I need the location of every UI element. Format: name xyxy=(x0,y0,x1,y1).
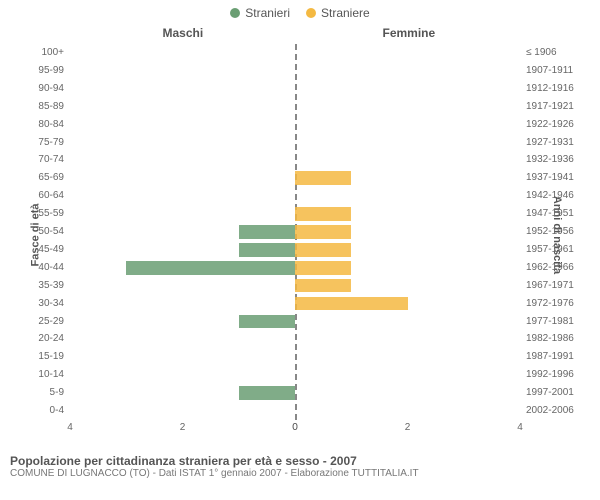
age-row: 65-691937-1941 xyxy=(70,169,520,187)
age-label: 5-9 xyxy=(50,384,70,402)
birth-label: 1957-1961 xyxy=(520,241,574,259)
age-row: 40-441962-1966 xyxy=(70,259,520,277)
age-row: 100+≤ 1906 xyxy=(70,44,520,62)
bar-female xyxy=(295,225,351,239)
birth-label: 1982-1986 xyxy=(520,330,574,348)
legend-item-male: Stranieri xyxy=(230,6,290,20)
chart-subtitle: COMUNE DI LUGNACCO (TO) - Dati ISTAT 1° … xyxy=(10,468,590,479)
age-label: 35-39 xyxy=(38,277,70,295)
birth-label: 1997-2001 xyxy=(520,384,574,402)
age-row: 10-141992-1996 xyxy=(70,366,520,384)
age-label: 60-64 xyxy=(38,187,70,205)
age-label: 100+ xyxy=(41,44,70,62)
age-label: 45-49 xyxy=(38,241,70,259)
age-row: 0-42002-2006 xyxy=(70,402,520,420)
bar-male xyxy=(239,225,295,239)
birth-label: 1937-1941 xyxy=(520,169,574,187)
bar-male xyxy=(239,315,295,329)
x-axis: 420024 xyxy=(70,422,520,436)
age-label: 15-19 xyxy=(38,348,70,366)
bar-male xyxy=(126,261,295,275)
age-row: 30-341972-1976 xyxy=(70,295,520,313)
age-label: 75-79 xyxy=(38,134,70,152)
age-row: 20-241982-1986 xyxy=(70,330,520,348)
birth-label: 1987-1991 xyxy=(520,348,574,366)
birth-label: 1947-1951 xyxy=(520,205,574,223)
age-row: 80-841922-1926 xyxy=(70,116,520,134)
birth-label: 1932-1936 xyxy=(520,151,574,169)
birth-label: 1972-1976 xyxy=(520,295,574,313)
age-row: 75-791927-1931 xyxy=(70,134,520,152)
birth-label: 1907-1911 xyxy=(520,62,573,80)
age-label: 0-4 xyxy=(50,402,70,420)
bar-female xyxy=(295,297,408,311)
bar-female xyxy=(295,207,351,221)
bar-female xyxy=(295,243,351,257)
birth-label: 1917-1921 xyxy=(520,98,574,116)
plot-area: 100+≤ 190695-991907-191190-941912-191685… xyxy=(70,44,520,420)
x-tick: 4 xyxy=(517,422,523,433)
bar-male xyxy=(239,386,295,400)
birth-label: 1977-1981 xyxy=(520,313,574,331)
age-row: 5-91997-2001 xyxy=(70,384,520,402)
age-row: 85-891917-1921 xyxy=(70,98,520,116)
birth-label: 1942-1946 xyxy=(520,187,574,205)
age-label: 50-54 xyxy=(38,223,70,241)
x-tick: 0 xyxy=(292,422,298,433)
age-row: 95-991907-1911 xyxy=(70,62,520,80)
age-label: 80-84 xyxy=(38,116,70,134)
legend: Stranieri Straniere xyxy=(0,0,600,20)
legend-swatch-male xyxy=(230,8,240,18)
age-label: 90-94 xyxy=(38,80,70,98)
birth-label: 1962-1966 xyxy=(520,259,574,277)
age-row: 90-941912-1916 xyxy=(70,80,520,98)
legend-label-male: Stranieri xyxy=(245,6,290,20)
age-label: 10-14 xyxy=(38,366,70,384)
age-label: 95-99 xyxy=(38,62,70,80)
age-row: 70-741932-1936 xyxy=(70,151,520,169)
birth-label: 1912-1916 xyxy=(520,80,574,98)
x-tick: 2 xyxy=(180,422,186,433)
x-tick: 4 xyxy=(67,422,73,433)
birth-label: ≤ 1906 xyxy=(520,44,557,62)
age-label: 25-29 xyxy=(38,313,70,331)
age-label: 65-69 xyxy=(38,169,70,187)
column-title-male: Maschi xyxy=(163,26,204,40)
age-label: 30-34 xyxy=(38,295,70,313)
bar-female xyxy=(295,261,351,275)
legend-swatch-female xyxy=(306,8,316,18)
age-label: 20-24 xyxy=(38,330,70,348)
legend-item-female: Straniere xyxy=(306,6,370,20)
birth-label: 1967-1971 xyxy=(520,277,574,295)
bar-female xyxy=(295,171,351,185)
birth-label: 1952-1956 xyxy=(520,223,574,241)
birth-label: 1922-1926 xyxy=(520,116,574,134)
bar-male xyxy=(239,243,295,257)
age-label: 40-44 xyxy=(38,259,70,277)
legend-label-female: Straniere xyxy=(321,6,370,20)
age-row: 25-291977-1981 xyxy=(70,313,520,331)
chart-title: Popolazione per cittadinanza straniera p… xyxy=(10,454,590,468)
column-title-female: Femmine xyxy=(383,26,436,40)
age-row: 50-541952-1956 xyxy=(70,223,520,241)
age-row: 60-641942-1946 xyxy=(70,187,520,205)
chart: Maschi Femmine Fasce di età Anni di nasc… xyxy=(0,20,600,450)
age-label: 85-89 xyxy=(38,98,70,116)
x-tick: 2 xyxy=(405,422,411,433)
age-row: 35-391967-1971 xyxy=(70,277,520,295)
birth-label: 1927-1931 xyxy=(520,134,574,152)
age-row: 15-191987-1991 xyxy=(70,348,520,366)
age-label: 55-59 xyxy=(38,205,70,223)
age-row: 55-591947-1951 xyxy=(70,205,520,223)
bar-female xyxy=(295,279,351,293)
birth-label: 1992-1996 xyxy=(520,366,574,384)
birth-label: 2002-2006 xyxy=(520,402,574,420)
age-row: 45-491957-1961 xyxy=(70,241,520,259)
age-label: 70-74 xyxy=(38,151,70,169)
footer: Popolazione per cittadinanza straniera p… xyxy=(0,450,600,479)
